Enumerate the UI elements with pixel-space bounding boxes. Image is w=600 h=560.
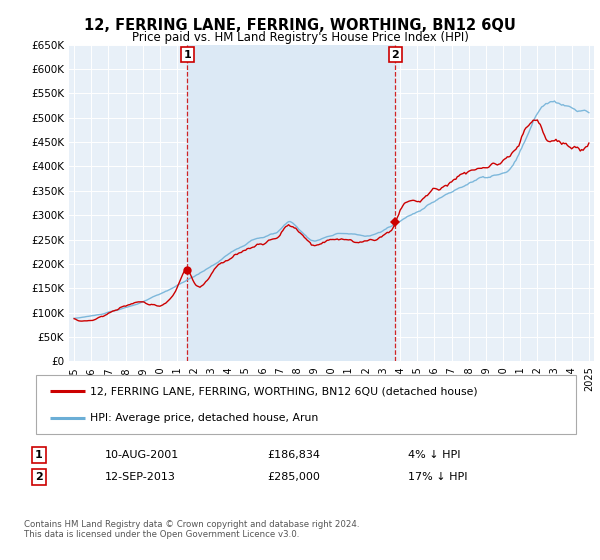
Text: 12, FERRING LANE, FERRING, WORTHING, BN12 6QU: 12, FERRING LANE, FERRING, WORTHING, BN1… [84,18,516,34]
Text: 17% ↓ HPI: 17% ↓ HPI [408,472,467,482]
FancyBboxPatch shape [36,375,576,434]
Text: 12, FERRING LANE, FERRING, WORTHING, BN12 6QU (detached house): 12, FERRING LANE, FERRING, WORTHING, BN1… [90,386,478,396]
Text: 10-AUG-2001: 10-AUG-2001 [105,450,179,460]
Text: 4% ↓ HPI: 4% ↓ HPI [408,450,461,460]
Text: 2: 2 [391,49,399,59]
Text: 1: 1 [184,49,191,59]
Text: Price paid vs. HM Land Registry's House Price Index (HPI): Price paid vs. HM Land Registry's House … [131,31,469,44]
Bar [187,45,395,361]
Text: 2: 2 [35,472,43,482]
Text: 1: 1 [35,450,43,460]
Text: 12-SEP-2013: 12-SEP-2013 [105,472,176,482]
Text: Contains HM Land Registry data © Crown copyright and database right 2024.
This d: Contains HM Land Registry data © Crown c… [24,520,359,539]
Text: HPI: Average price, detached house, Arun: HPI: Average price, detached house, Arun [90,413,318,423]
Text: £186,834: £186,834 [267,450,320,460]
Text: £285,000: £285,000 [267,472,320,482]
